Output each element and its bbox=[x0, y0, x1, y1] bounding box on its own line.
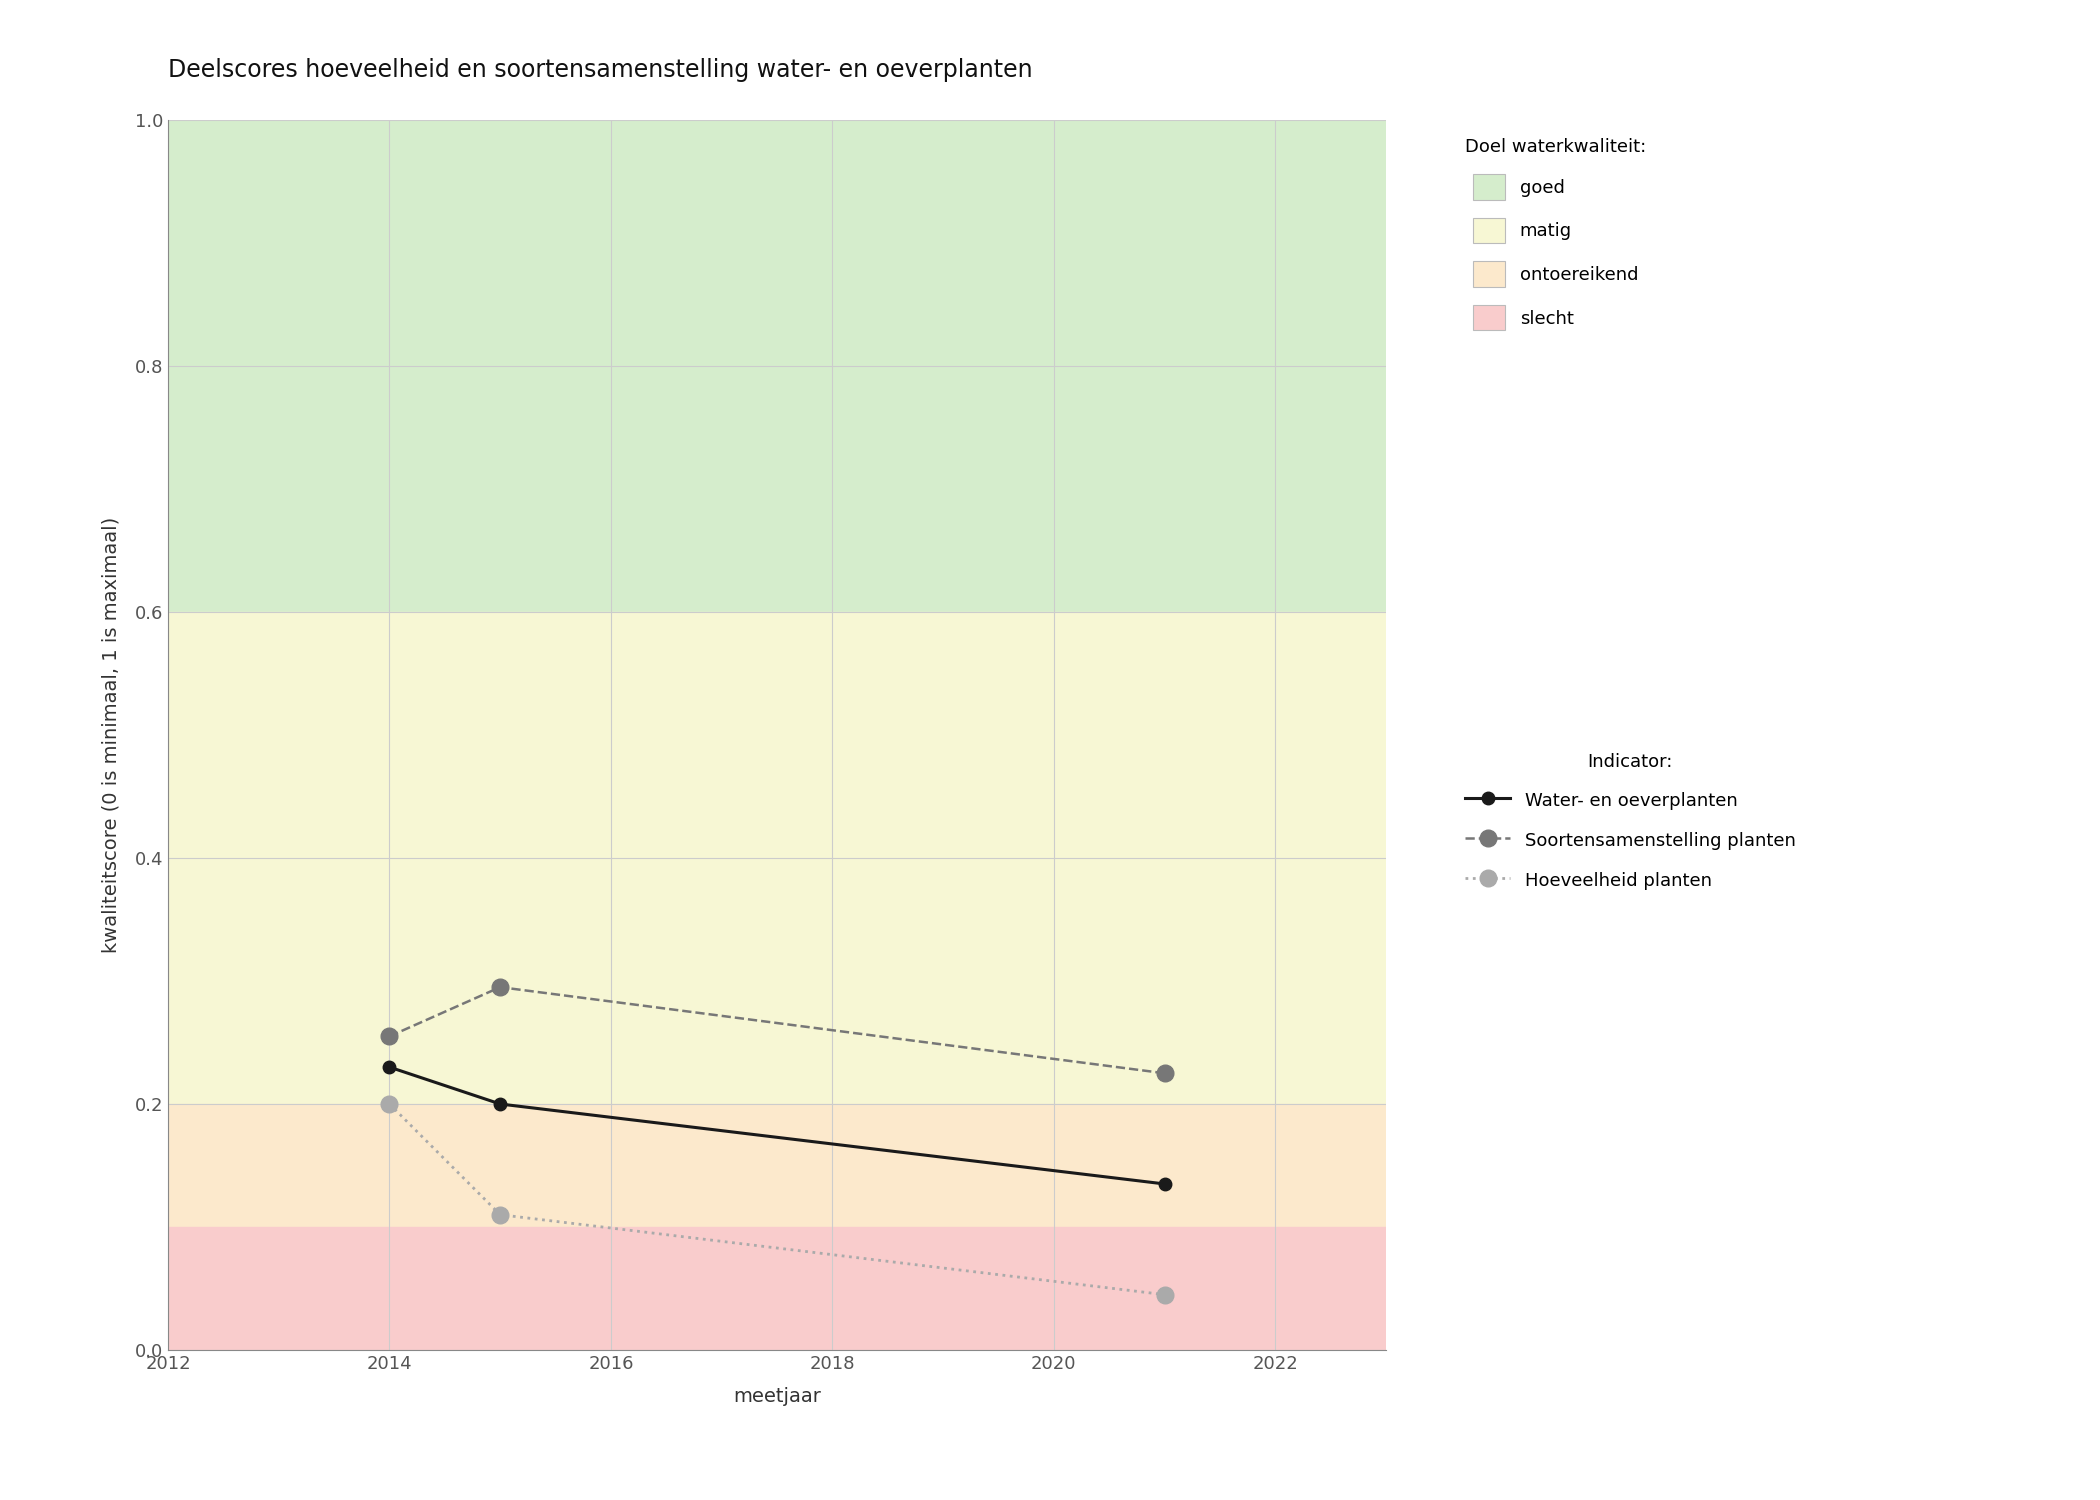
Bar bbox=[168, 1104, 1386, 1227]
Bar bbox=[168, 612, 1386, 1104]
X-axis label: meetjaar: meetjaar bbox=[733, 1386, 821, 1406]
Text: Deelscores hoeveelheid en soortensamenstelling water- en oeverplanten: Deelscores hoeveelheid en soortensamenst… bbox=[168, 58, 1033, 82]
Y-axis label: kwaliteitscore (0 is minimaal, 1 is maximaal): kwaliteitscore (0 is minimaal, 1 is maxi… bbox=[101, 518, 122, 952]
Bar bbox=[168, 120, 1386, 612]
Legend: Water- en oeverplanten, Soortensamenstelling planten, Hoeveelheid planten: Water- en oeverplanten, Soortensamenstel… bbox=[1455, 744, 1804, 900]
Bar bbox=[168, 1227, 1386, 1350]
